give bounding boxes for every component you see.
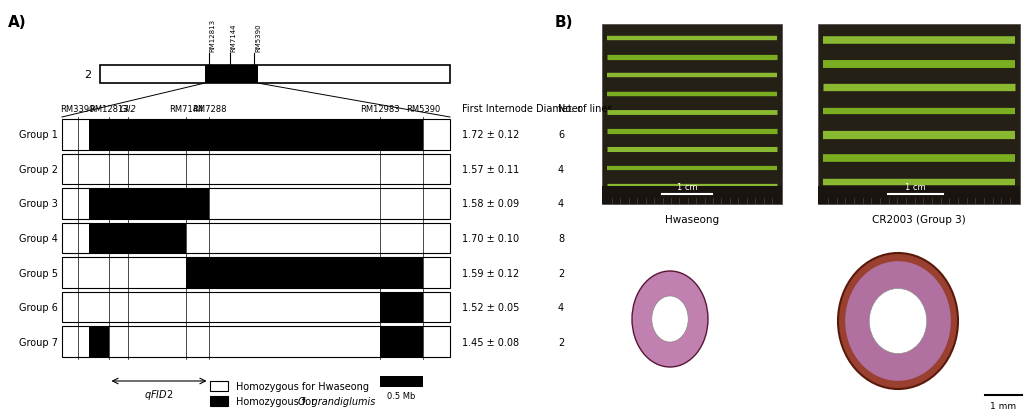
Text: 1 cm: 1 cm (905, 182, 926, 191)
Bar (100, 66, 450, 84)
Text: 1.45 ± 0.08: 1.45 ± 0.08 (462, 337, 519, 347)
Text: 4: 4 (558, 164, 565, 174)
Text: RM5390: RM5390 (255, 23, 261, 52)
Text: RM7144: RM7144 (169, 105, 203, 114)
Text: 0.5 Mb: 0.5 Mb (387, 391, 415, 400)
Text: CR2003 (Group 3): CR2003 (Group 3) (872, 214, 966, 225)
Bar (818, 187, 1020, 204)
Text: 2: 2 (558, 268, 565, 278)
Bar (89, 327, 109, 357)
Text: Group 1: Group 1 (19, 130, 58, 140)
Text: Homozygous for: Homozygous for (236, 396, 318, 406)
Text: 1.59 ± 0.12: 1.59 ± 0.12 (462, 268, 519, 278)
Text: RM3390: RM3390 (60, 105, 94, 114)
Text: 1.70 ± 0.10: 1.70 ± 0.10 (462, 234, 519, 243)
Text: Group 5: Group 5 (19, 268, 58, 278)
Ellipse shape (652, 296, 688, 342)
Bar (380, 327, 423, 357)
Text: 1.58 ± 0.09: 1.58 ± 0.09 (462, 199, 519, 209)
Text: GII2: GII2 (119, 105, 137, 114)
Text: RM12813: RM12813 (209, 19, 215, 52)
Text: 8: 8 (558, 234, 565, 243)
Bar (380, 375, 423, 387)
Text: No. of lines: No. of lines (558, 104, 612, 114)
Text: 4: 4 (558, 302, 565, 312)
Bar (602, 187, 782, 204)
Text: Homozygous for Hwaseong: Homozygous for Hwaseong (236, 381, 369, 391)
Bar (380, 292, 423, 323)
Bar (62, 154, 450, 185)
Text: Group 2: Group 2 (19, 164, 58, 174)
Text: 1.57 ± 0.11: 1.57 ± 0.11 (462, 164, 519, 174)
Text: 1.52 ± 0.05: 1.52 ± 0.05 (462, 302, 519, 312)
Text: RM12983: RM12983 (361, 105, 400, 114)
Text: Group 7: Group 7 (19, 337, 58, 347)
Text: RM12813: RM12813 (89, 105, 128, 114)
Bar (89, 120, 423, 150)
Bar (89, 223, 186, 254)
Bar (186, 258, 423, 288)
Bar (210, 381, 228, 391)
Bar (89, 189, 209, 219)
Bar (62, 189, 450, 219)
Text: 1 mm: 1 mm (990, 401, 1016, 409)
Ellipse shape (632, 271, 708, 367)
Bar (62, 292, 450, 323)
Text: 6: 6 (558, 130, 565, 140)
Bar (205, 66, 258, 84)
Text: O. grandiglumis: O. grandiglumis (298, 396, 375, 406)
Text: 2: 2 (558, 337, 565, 347)
Ellipse shape (845, 261, 951, 381)
Text: Hwaseong: Hwaseong (665, 214, 719, 225)
Ellipse shape (838, 254, 958, 389)
Text: RM7288: RM7288 (193, 105, 227, 114)
Text: 4: 4 (558, 199, 565, 209)
Text: A): A) (8, 15, 27, 30)
Bar (62, 258, 450, 288)
Text: Group 3: Group 3 (19, 199, 58, 209)
Text: $qFID2$: $qFID2$ (144, 387, 174, 401)
Text: Group 4: Group 4 (19, 234, 58, 243)
Ellipse shape (869, 289, 927, 354)
Bar (210, 396, 228, 406)
Text: Group 6: Group 6 (19, 302, 58, 312)
Bar (602, 25, 782, 204)
Text: B): B) (555, 15, 574, 30)
Bar (62, 223, 450, 254)
Bar (818, 25, 1020, 204)
Text: First Internode Diameter: First Internode Diameter (462, 104, 582, 114)
Text: RM7144: RM7144 (230, 23, 236, 52)
Text: 2: 2 (85, 70, 91, 80)
Bar (62, 327, 450, 357)
Bar (62, 120, 450, 150)
Text: 1 cm: 1 cm (677, 182, 697, 191)
Text: RM5390: RM5390 (406, 105, 440, 114)
Text: 1.72 ± 0.12: 1.72 ± 0.12 (462, 130, 519, 140)
